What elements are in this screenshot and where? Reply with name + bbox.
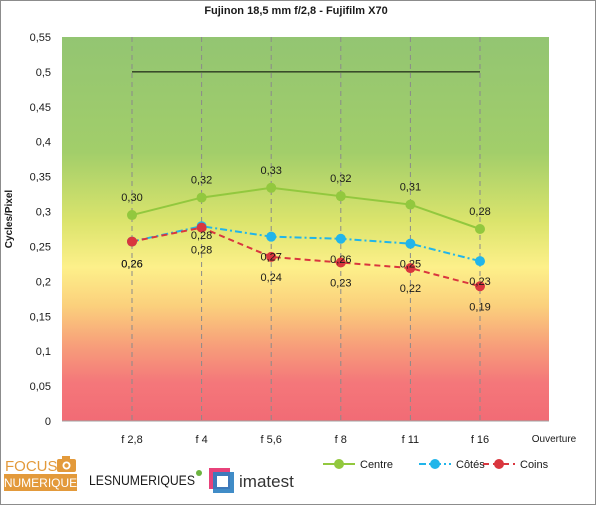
data-point [405,199,416,210]
data-point [405,238,416,249]
data-label: 0,33 [260,165,281,177]
data-point [127,210,137,221]
data-label: 0,26 [330,254,351,266]
x-axis-label: Ouverture [532,434,577,445]
data-point [127,236,137,247]
data-label: 0,26 [121,259,142,271]
series-centre [127,182,485,234]
y-tick-label: 0,45 [30,102,51,114]
lesnumeriques-logo: LESNUMERIQUES [89,470,202,488]
y-tick-label: 0,4 [36,137,51,149]
series-coins [127,222,485,292]
data-label: 0,25 [400,259,421,271]
x-tick-label: f 11 [402,434,420,446]
legend-swatch-marker [430,459,440,469]
y-tick-label: 0,2 [36,276,51,288]
data-label: 0,26 [121,259,142,271]
data-point [196,222,207,233]
data-point [405,263,416,274]
x-tick-label: f 5,6 [260,434,281,446]
data-label: 0,32 [191,175,212,187]
x-tick-label: f 8 [335,434,347,446]
y-tick-label: 0,05 [30,381,51,393]
lesnumeriques-logo-text: LESNUMERIQUES [89,473,195,488]
y-axis-tick-labels: 0 0,05 0,1 0,15 0,2 0,25 0,3 0,35 0,4 0,45 0,5 0,55 [30,32,51,428]
y-axis-label: Cycles/Pixel [4,190,15,249]
chart-title: Fujinon 18,5 mm f/2,8 - Fujifilm X70 [204,5,387,17]
data-label: 0,24 [260,272,281,284]
data-point [335,233,346,244]
data-point [335,257,346,268]
data-point [475,256,485,267]
data-label: 0,23 [469,276,490,288]
y-tick-label: 0,5 [36,67,51,79]
data-label: 0,28 [191,245,212,257]
data-label: 0,19 [469,301,490,313]
data-label: 0,32 [330,173,351,185]
data-label: 0,28 [469,206,490,218]
data-label: 0,31 [400,182,421,194]
x-tick-label: f 16 [471,434,489,446]
y-tick-label: 0,55 [30,32,51,44]
data-point [266,182,277,193]
data-label: 0,28 [191,230,212,242]
series-group: 0,30 0,32 0,33 0,32 0,31 0,28 0,26 0,28 0,27 0,26… [121,165,490,313]
imatest-logo: imatest [209,468,294,493]
x-tick-label: f 2,8 [121,434,142,446]
focus-logo-text: FOCUS [5,458,58,475]
lesnumeriques-dot-icon [196,470,202,476]
focus-numerique-logo: FOCUS NUMERIQUE [4,456,77,491]
series-line [131,225,481,263]
legend-label: Centre [360,459,393,471]
data-point [196,192,207,203]
data-point [475,281,485,292]
x-tick-label: f 4 [195,434,207,446]
series-line [131,186,481,230]
chart-legend: Centre Côtés Coins [323,459,549,471]
x-axis-tick-labels: f 2,8 f 4 f 5,6 f 8 f 11 f 16 [121,434,489,446]
y-tick-label: 0,25 [30,241,51,253]
plot-area [62,37,549,421]
y-tick-label: 0,3 [36,207,51,219]
numerique-logo-text: NUMERIQUE [4,476,77,490]
legend-swatch-marker [494,459,504,469]
data-label: 0,30 [121,192,142,204]
data-point [335,191,346,202]
imatest-logo-text: imatest [239,472,294,491]
series-line [131,226,481,288]
legend-label: Côtés [456,459,485,471]
data-labels: 0,30 0,32 0,33 0,32 0,31 0,28 0,26 0,28 0,27 0,26… [121,165,490,313]
imatest-mark-icon [209,468,234,493]
y-tick-label: 0 [45,416,51,428]
y-tick-label: 0,35 [30,172,51,184]
camera-icon [57,456,76,472]
numerique-banner [4,474,77,491]
legend-label: Coins [520,459,549,471]
data-point [475,224,485,234]
legend-swatch-marker [334,459,344,469]
data-label: 0,22 [400,283,421,295]
data-point [266,251,277,262]
y-tick-label: 0,15 [30,311,51,323]
y-tick-label: 0,1 [36,346,51,358]
data-point [266,231,277,242]
data-label: 0,23 [330,278,351,290]
data-label: 0,27 [260,252,281,264]
